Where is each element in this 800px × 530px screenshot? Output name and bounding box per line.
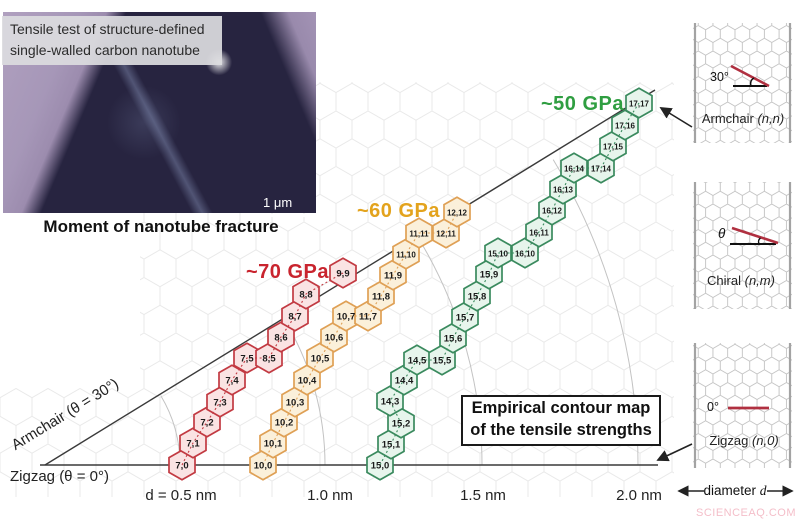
zigzag-angle-label: 0° [707,400,719,414]
hex-cell-label-10-5: 10,5 [311,353,330,364]
tick-2.0nm: 2.0 nm [616,487,662,504]
hex-cell-label-12-12: 12,12 [447,208,468,217]
hex-cell-label-15-6: 15,6 [444,333,463,344]
panel-chiral-tube [693,182,792,309]
hex-cell-label-15-9: 15,9 [480,269,499,280]
hex-cell-label-17-14: 17,14 [591,164,612,173]
hex-cell-label-15-1: 15,1 [382,439,401,450]
scale-bar [260,214,308,217]
hex-cell-label-11-11: 11,11 [409,229,429,238]
chiral-angle-arc [757,237,761,245]
hex-cell-label-15-2: 15,2 [392,418,411,429]
series-70gpa: 7,0 7,17,27,3 7,47,5 8,5 8,68,7 8,8 9,9 [168,257,357,481]
hex-cell-label-15-0: 15,0 [371,460,390,471]
hex-cell-label-15-8: 15,8 [468,291,487,302]
panel-armchair-tube [693,23,792,143]
hex-cell-label-14-3: 14,3 [381,396,400,407]
watermark: SCIENCEAQ.COM [696,507,797,519]
hex-cell-label-7-4: 7,4 [225,375,239,386]
hex-cell-label-10-7: 10,7 [337,311,356,322]
armchair-indices: (n,n) [757,111,785,126]
chain-dotted-line [181,272,344,466]
hex-cell-label-15-7: 15,7 [456,312,475,323]
strength-label-50gpa: ~50 GPa [541,93,625,115]
armchair-angle-label: 30° [710,70,729,84]
hex-cell-label-14-5: 14,5 [408,355,427,366]
annotation-line2: of the tensile strengths [470,420,652,439]
annotation-box: Empirical contour map of the tensile str… [461,395,661,446]
tick-0.5nm: d = 0.5 nm [145,487,217,504]
chiral-indices: (n,m) [744,273,775,288]
hex-cell-label-10-0: 10,0 [254,460,273,471]
inset-title-line1: Tensile test of structure-defined [10,21,205,37]
hex-cell-label-7-5: 7,5 [240,353,254,364]
strength-label-70gpa: ~70 GPa [246,261,330,283]
hex-cell-label-16-14: 16,14 [564,164,585,173]
hex-cell-label-10-3: 10,3 [286,397,305,408]
tick-1.5nm: 1.5 nm [460,487,506,504]
chain-dotted-line [379,102,640,466]
hex-cell-label-17-15: 17,15 [603,142,624,151]
tick-1.0nm: 1.0 nm [307,487,353,504]
panel-zigzag-tube [693,343,792,468]
hex-cell-label-12-11: 12,11 [436,229,456,238]
armchair-caption: Armchair (n,n) [701,111,785,126]
hex-cell-label-7-0: 7,0 [175,460,188,471]
strength-label-60gpa: ~60 GPa [357,200,441,222]
inset-title-line2: single-walled carbon nanotube [10,42,200,58]
strength-chains: 7,07,17,27,37,47,5 8,58,68,78,89,910,010,… [168,87,653,481]
hex-cell-label-8-6: 8,6 [274,332,287,343]
hex-cell-15-10 [484,237,512,269]
hex-cell-label-11-8: 11,8 [372,291,390,302]
series-50gpa: 15,0 15,1 15,2 14,3 14,4 14,5 15,5 15,6 15,7 15,8… [366,87,653,481]
chain-dotted-line [262,211,458,466]
scale-bar-label: 1 μm [263,195,293,210]
hex-cell-label-8-8: 8,8 [299,289,312,300]
hex-cell-label-16-13: 16,13 [553,185,574,194]
hex-cell-label-15-5: 15,5 [433,355,452,366]
hex-cell-label-16-11: 16,11 [529,228,549,237]
armchair-pointer-arrow [659,107,693,128]
hex-cell-label-14-4: 14,4 [395,375,414,386]
hex-cell-label-17-16: 17,16 [615,121,636,130]
annotation-line1: Empirical contour map [471,399,651,417]
hex-cell-label-10-2: 10,2 [275,417,294,428]
hex-cell-label-7-2: 7,2 [200,417,213,428]
zigzag-pointer-arrow [656,443,693,462]
hex-cell-label-11-10: 11,10 [396,250,416,259]
hex-cell-label-11-9: 11,9 [384,270,402,281]
zigzag-axis-label: Zigzag (θ = 0°) [10,468,109,485]
armchair-angle-arc [749,77,755,87]
hex-cell-label-17-17: 17,17 [629,99,650,108]
hex-cell-label-7-3: 7,3 [213,397,226,408]
hex-cell-label-10-1: 10,1 [264,438,283,449]
diameter-axis-label: diameter d [703,483,767,498]
zigzag-indices: (n,0) [751,433,779,448]
hex-cell-label-15-10: 15,10 [488,249,509,258]
inset-caption: Moment of nanotube fracture [43,217,279,236]
chiral-caption: Chiral (n,m) [707,273,775,288]
zigzag-caption: Zigzag (n,0) [709,433,779,448]
hex-cell-label-10-4: 10,4 [298,375,317,386]
hex-cell-label-7-1: 7,1 [186,438,200,449]
inset-title: Tensile test of structure-defined single… [2,16,222,65]
hex-cell-label-8-5: 8,5 [262,353,276,364]
chiral-angle-label: θ [718,226,726,241]
hex-cell-label-9-9: 9,9 [336,268,349,279]
series-60gpa: 10,0 10,1 10,2 10,3 10,4 10,5 10,6 10,7 11,7 11,8… [249,196,471,481]
armchair-chiral-vector [730,64,770,88]
hex-cell-label-16-12: 16,12 [542,206,563,215]
hex-cell-label-10-6: 10,6 [325,332,344,343]
hex-cell-label-11-7: 11,7 [359,311,377,322]
hex-cell-label-8-7: 8,7 [288,311,301,322]
hex-cell-label-16-10: 16,10 [515,249,536,258]
chiral-chiral-vector [731,226,779,245]
